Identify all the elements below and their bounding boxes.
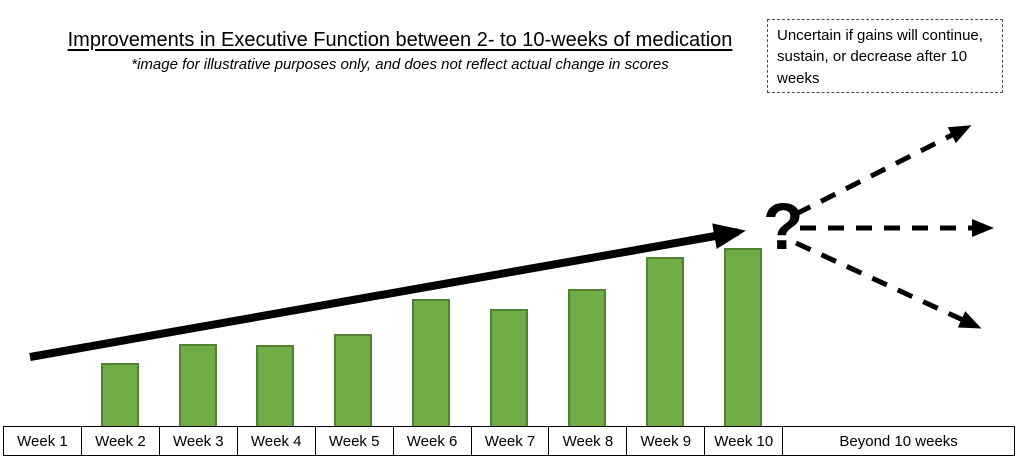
solid-trend-arrow [29,223,746,361]
bar-week-9 [645,257,684,426]
timeline-cell-week-9: Week 9 [627,426,706,456]
bar-week-4 [256,345,295,426]
bar-week-6 [412,299,451,426]
bar-week-7 [490,309,528,426]
timeline-cell-week-1: Week 1 [3,426,82,456]
chart-subtitle: *image for illustrative purposes only, a… [131,56,669,73]
dashed-arrow-down-right [794,240,982,329]
timeline-cell-week-8: Week 8 [549,426,628,456]
dashed-arrow-up-right [794,125,972,217]
question-mark: ? [763,189,803,263]
timeline-cell-week-5: Week 5 [315,426,394,456]
timeline-cell-week-4: Week 4 [237,426,316,456]
uncertainty-note-text: Uncertain if gains will continue, sustai… [777,27,983,87]
timeline-cell-week-3: Week 3 [159,426,238,456]
bar-week-3 [178,344,217,426]
bar-week-5 [334,334,373,426]
timeline-cell-week-7: Week 7 [471,426,550,456]
chart-title: Improvements in Executive Function betwe… [67,29,733,51]
timeline-table: Week 1 Week 2 Week 3 Week 4 Week 5 Week 6 Week… [3,426,1015,456]
timeline-cell-week-6: Week 6 [393,426,472,456]
bar-week-10 [723,248,762,426]
bar-week-2 [100,363,139,426]
timeline-cell-beyond-10-weeks: Beyond 10 weeks [783,426,1015,456]
bar-week-8 [567,289,606,426]
uncertainty-note-box: Uncertain if gains will continue, sustai… [767,19,1003,93]
timeline-cell-week-2: Week 2 [81,426,160,456]
title-block: Improvements in Executive Function betwe… [0,29,800,73]
timeline-cell-week-10: Week 10 [705,426,784,456]
